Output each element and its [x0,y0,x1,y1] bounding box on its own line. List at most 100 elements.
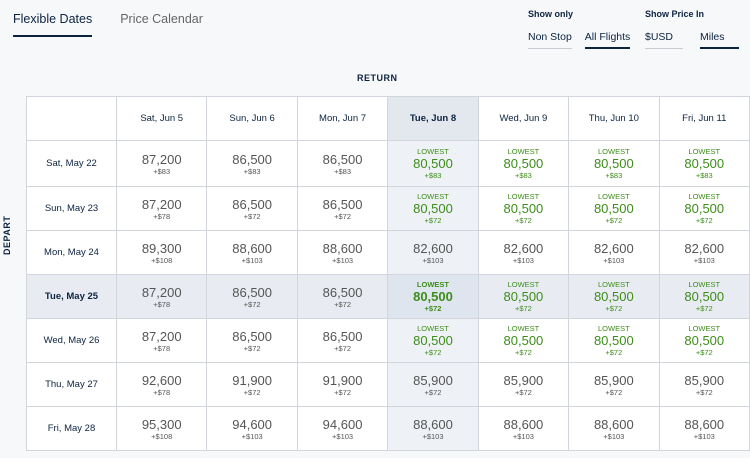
fare-cell[interactable]: 95,300 +$108 [115,406,208,451]
taxes-value: +$83 [424,171,442,180]
miles-value: 82,600 [684,240,725,256]
return-date-header-row: Sat, Jun 5 Sun, Jun 6 Mon, Jun 7 Tue, Jun 8… [26,96,750,141]
fare-cell[interactable]: LOWEST 80,500 +$72 [568,274,660,319]
depart-date-label: Fri, May 28 [26,406,117,451]
taxes-value: +$72 [514,348,532,357]
fare-cell[interactable]: LOWEST 80,500 +$72 [658,186,750,231]
taxes-value: +$103 [241,255,263,265]
miles-value: 86,500 [322,151,363,167]
lowest-badge: LOWEST [597,324,630,333]
return-date-header: Sat, Jun 5 [115,96,208,141]
usd-option[interactable]: $USD [645,31,684,49]
taxes-value: +$103 [512,431,534,441]
fare-cell[interactable]: LOWEST 80,500 +$72 [387,186,479,231]
fare-cell[interactable]: LOWEST 80,500 +$83 [658,140,750,187]
miles-value: 94,600 [232,416,273,432]
fare-cell[interactable]: 87,200 +$83 [115,140,208,187]
taxes-value: +$72 [605,348,623,357]
miles-value: 80,500 [593,333,634,348]
taxes-value: +$108 [151,431,173,441]
fare-cell[interactable]: LOWEST 80,500 +$72 [658,318,750,363]
fare-cell[interactable]: 86,500 +$83 [296,140,389,187]
fare-cell[interactable]: 86,500 +$72 [296,274,389,319]
fare-cell[interactable]: LOWEST 80,500 +$72 [568,318,660,363]
fare-cell[interactable]: LOWEST 80,500 +$72 [568,186,660,231]
fare-cell[interactable]: 94,600 +$103 [206,406,298,451]
fare-cell[interactable]: 82,600 +$103 [568,230,660,275]
tab-flexible-dates[interactable]: Flexible Dates [13,12,93,37]
depart-date-label: Sun, May 23 [26,186,117,231]
taxes-value: +$72 [514,387,532,397]
fare-cell[interactable]: 86,500 +$72 [206,318,298,363]
miles-value: 92,600 [141,372,182,388]
show-only-filter: Show only Non Stop All Flights [528,9,631,49]
fare-cell[interactable]: LOWEST 80,500 +$72 [658,274,750,319]
fare-cell[interactable]: 85,900 +$72 [568,362,660,407]
taxes-value: +$72 [334,299,351,309]
taxes-value: +$78 [153,299,171,309]
fare-cell[interactable]: 88,600 +$103 [387,406,479,451]
fare-cell[interactable]: 85,900 +$72 [387,362,479,407]
miles-value: 80,500 [503,333,544,348]
fare-cell[interactable]: LOWEST 80,500 +$72 [477,274,570,319]
fare-cell[interactable]: 86,500 +$83 [206,140,298,187]
miles-value: 86,500 [232,328,273,344]
depart-axis-label: DEPART [2,215,12,255]
fare-cell[interactable]: 87,200 +$78 [115,274,208,319]
fare-cell[interactable]: 85,900 +$72 [477,362,570,407]
all-flights-option[interactable]: All Flights [584,31,631,49]
fare-cell[interactable]: LOWEST 80,500 +$72 [387,318,479,363]
miles-value: 86,500 [322,284,363,300]
fare-cell[interactable]: 88,600 +$103 [568,406,660,451]
return-axis-label: RETURN [357,73,398,83]
taxes-value: +$72 [695,216,713,225]
taxes-value: +$83 [153,166,171,176]
miles-value: 85,900 [684,372,725,388]
taxes-value: +$72 [334,211,351,221]
miles-value: 86,500 [232,284,273,300]
fare-cell[interactable]: LOWEST 80,500 +$83 [568,140,660,187]
taxes-value: +$103 [422,255,444,265]
show-price-in-filter: Show Price In $USD Miles [645,9,739,49]
depart-row: Sun, May 23 87,200 +$78 86,500 +$72 86,500 +$7… [26,186,750,231]
fare-cell[interactable]: 91,900 +$72 [296,362,389,407]
fare-cell[interactable]: LOWEST 80,500 +$83 [477,140,570,187]
nonstop-option[interactable]: Non Stop [528,31,572,49]
taxes-value: +$72 [514,304,532,313]
miles-option[interactable]: Miles [700,31,739,49]
fare-cell[interactable]: 89,300 +$108 [115,230,208,275]
fare-cell[interactable]: LOWEST 80,500 +$72 [477,318,570,363]
fare-cell[interactable]: 85,900 +$72 [658,362,750,407]
fare-cell[interactable]: 94,600 +$103 [296,406,389,451]
fare-cell[interactable]: 86,500 +$72 [296,186,389,231]
fare-cell[interactable]: 88,600 +$103 [206,230,298,275]
miles-value: 88,600 [593,416,634,432]
taxes-value: +$83 [605,171,623,180]
fare-cell[interactable]: 87,200 +$78 [115,318,208,363]
tab-price-calendar[interactable]: Price Calendar [120,12,203,26]
fare-cell[interactable]: 88,600 +$103 [296,230,389,275]
fare-cell[interactable]: LOWEST 80,500 +$83 [387,140,479,187]
fare-cell[interactable]: 86,500 +$72 [206,186,298,231]
fare-cell[interactable]: 92,600 +$78 [115,362,208,407]
fare-cell[interactable]: 91,900 +$72 [206,362,298,407]
miles-value: 82,600 [413,240,453,256]
depart-row: Sat, May 22 87,200 +$83 86,500 +$83 86,500 +$8… [26,140,750,187]
fare-cell[interactable]: 88,600 +$103 [477,406,570,451]
fare-cell[interactable]: 86,500 +$72 [296,318,389,363]
taxes-value: +$72 [334,343,351,353]
miles-value: 80,500 [593,156,634,171]
fare-cell[interactable]: LOWEST 80,500 +$72 [477,186,570,231]
miles-value: 88,600 [684,416,725,432]
fare-cell[interactable]: 87,200 +$78 [115,186,208,231]
fare-cell[interactable]: LOWEST 80,500 +$72 [387,274,479,319]
show-only-label: Show only [528,9,573,19]
fare-cell[interactable]: 82,600 +$103 [477,230,570,275]
fare-cell[interactable]: 82,600 +$103 [658,230,750,275]
fare-cell[interactable]: 82,600 +$103 [387,230,479,275]
miles-value: 80,500 [413,289,453,304]
taxes-value: +$72 [605,216,623,225]
fare-cell[interactable]: 88,600 +$103 [658,406,750,451]
lowest-badge: LOWEST [507,192,540,201]
fare-cell[interactable]: 86,500 +$72 [206,274,298,319]
